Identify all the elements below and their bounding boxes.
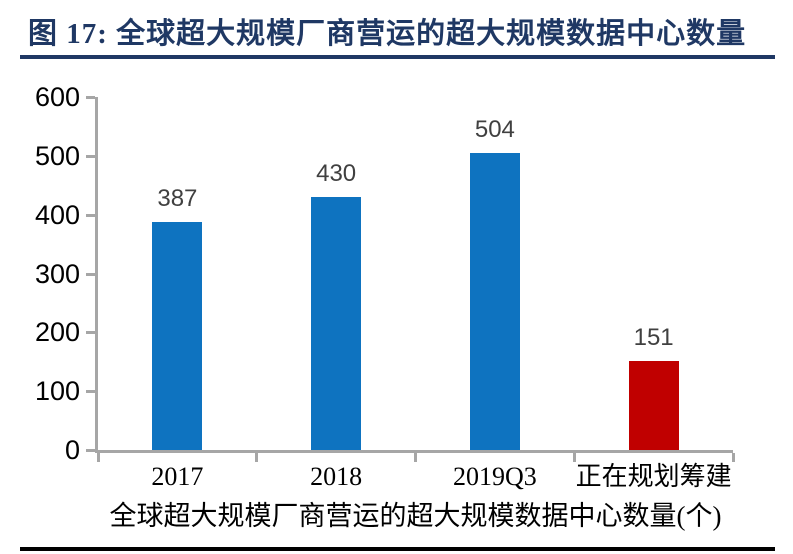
- x-axis-category-label: 2017: [151, 462, 204, 491]
- x-axis-tick: [731, 453, 735, 462]
- y-axis-tick-label: 500: [34, 140, 80, 171]
- title-divider-line: [20, 55, 775, 59]
- y-axis-tick: [86, 213, 95, 217]
- y-axis-tick: [86, 390, 95, 394]
- x-axis-tick: [414, 453, 417, 462]
- bar-2017: [152, 222, 203, 450]
- y-axis-tick: [86, 154, 95, 158]
- y-axis-tick-label: 400: [34, 199, 80, 230]
- x-axis-tick: [96, 453, 100, 462]
- bar-2018: [311, 197, 362, 450]
- bar-chart-plot-area: 0 100 200 300 400 500 600 387 430 504 151: [35, 83, 735, 464]
- x-axis-category-label: 2019Q3: [452, 462, 537, 491]
- bar-2019Q3: [469, 153, 520, 450]
- bar-slot-正在规划筹建: 151: [574, 97, 733, 450]
- x-axis-line: [95, 450, 733, 453]
- y-axis-line: [95, 97, 98, 453]
- x-axis-tick: [255, 453, 259, 462]
- x-axis-category-label: 正在规划筹建: [575, 462, 732, 491]
- x-axis-category-label: 2018: [310, 462, 363, 491]
- bar-value-label: 387: [157, 185, 198, 213]
- bar-正在规划筹建: [628, 361, 679, 450]
- y-axis-tick-label: 600: [34, 82, 80, 112]
- bar-value-label: 430: [316, 160, 357, 188]
- y-axis-tick: [86, 96, 95, 99]
- x-axis-labels: 2017 2018 2019Q3 正在规划筹建: [98, 463, 733, 491]
- x-axis-tick: [572, 453, 576, 462]
- y-axis-tick: [86, 272, 95, 276]
- bar-slot-2017: 387: [98, 97, 257, 450]
- y-axis-tick: [86, 331, 95, 335]
- y-axis-tick-label: 100: [34, 376, 80, 407]
- bottom-border-line: [20, 547, 775, 551]
- y-axis-tick-label: 200: [34, 317, 80, 348]
- bar-slot-2018: 430: [257, 97, 416, 450]
- y-axis-tick: [86, 449, 95, 452]
- figure-title: 图 17: 全球超大规模厂商营运的超大规模数据中心数量: [28, 18, 747, 50]
- bar-slot-2019Q3: 504: [416, 97, 575, 450]
- y-axis-tick-label: 0: [64, 435, 80, 465]
- bar-value-label: 151: [633, 324, 674, 352]
- y-axis-tick-label: 300: [34, 258, 80, 289]
- x-axis-caption: 全球超大规模厂商营运的超大规模数据中心数量(个): [109, 501, 722, 531]
- bar-value-label: 504: [474, 116, 515, 144]
